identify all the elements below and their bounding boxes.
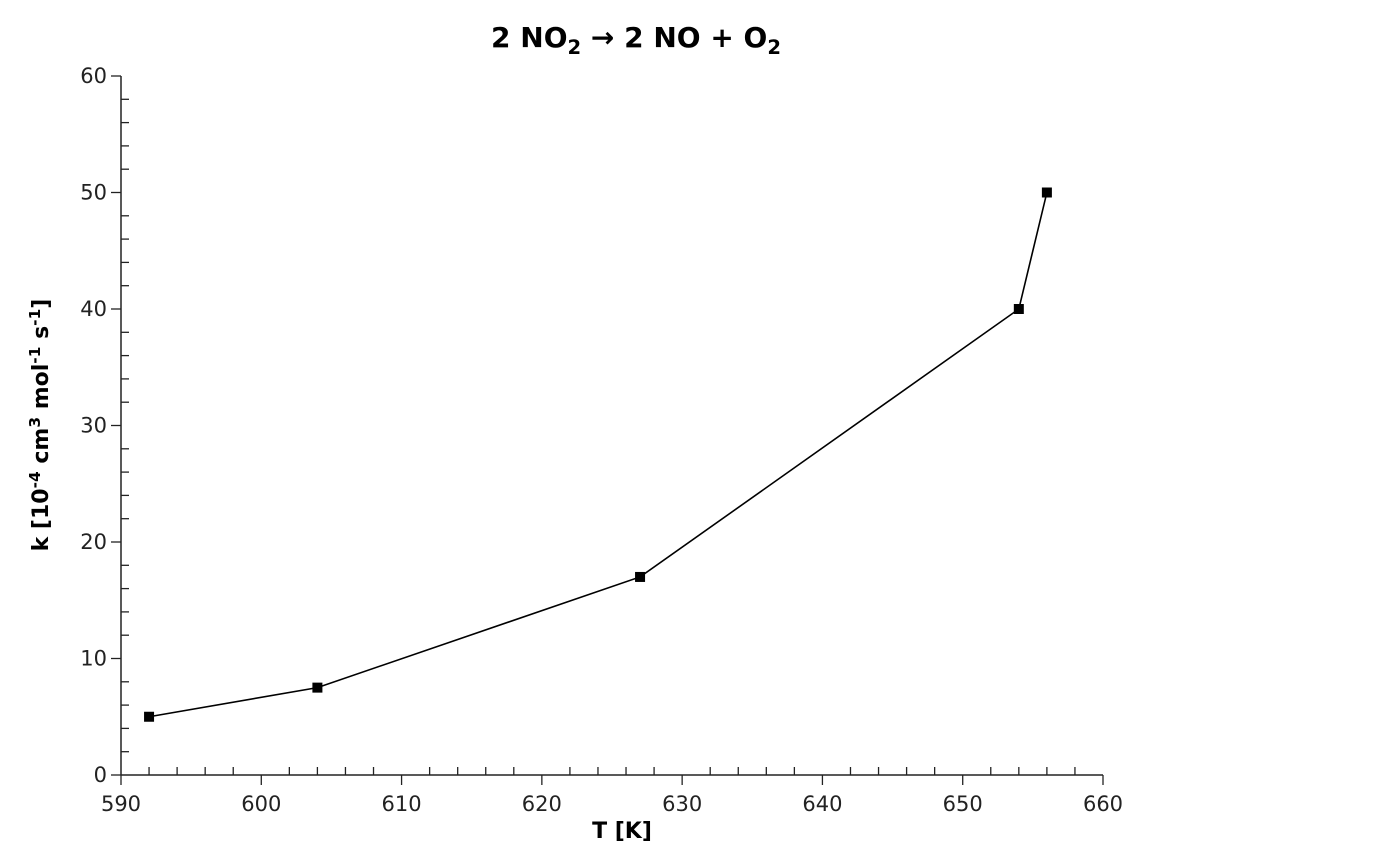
series-line (148, 192, 1048, 718)
y-tick-label: 30 (80, 414, 107, 438)
data-point (144, 711, 155, 722)
x-ticks (120, 767, 1104, 785)
y-tick-label: 20 (80, 530, 107, 554)
x-tick-label: 640 (802, 792, 842, 816)
x-tick-label: 620 (522, 792, 562, 816)
y-title-s2: 3 (26, 417, 44, 428)
y-tick-label: 0 (94, 763, 107, 787)
data-point (1013, 304, 1024, 314)
x-tick-label: 630 (662, 792, 702, 816)
data-point (1041, 187, 1052, 198)
y-title-p3: mol (29, 364, 54, 417)
y-tick-labels: 0 10 20 30 40 50 60 (80, 64, 107, 787)
y-tick-label: 10 (80, 647, 107, 671)
y-title-p1: k [10 (29, 488, 54, 551)
series-line-group (148, 192, 1048, 718)
y-title-s4: -1 (26, 309, 44, 326)
x-tick-label: 650 (943, 792, 983, 816)
x-tick-label: 600 (241, 792, 281, 816)
chart-title-part-a: 2 NO (491, 21, 567, 54)
x-axis-title: T [K] (592, 819, 652, 844)
chart-title: 2 NO2 → 2 NO + O2 (491, 21, 781, 59)
y-ticks (111, 75, 129, 776)
x-tick-label: 590 (101, 792, 141, 816)
chart-title-sub-b: 2 (767, 36, 781, 59)
x-tick-label: 660 (1083, 792, 1123, 816)
y-tick-label: 50 (80, 181, 107, 205)
y-title-s3: -1 (26, 347, 44, 364)
chart-title-sub-a: 2 (568, 36, 582, 59)
y-axis-title: k [10-4 cm3 mol-1 s-1] (26, 299, 54, 552)
y-title-p2: cm (29, 428, 54, 472)
y-title-p5: ] (29, 299, 54, 309)
data-point (635, 571, 646, 582)
series-markers (144, 187, 1052, 722)
chart-title-part-b: → 2 NO + O (581, 21, 767, 54)
y-tick-label: 40 (80, 297, 107, 321)
x-tick-label: 610 (382, 792, 422, 816)
data-point (312, 682, 323, 693)
y-title-s1: -4 (26, 471, 44, 488)
x-tick-labels: 590 600 610 620 630 640 650 660 (101, 792, 1123, 816)
y-tick-label: 60 (80, 64, 107, 88)
y-title-p4: s (29, 326, 54, 347)
